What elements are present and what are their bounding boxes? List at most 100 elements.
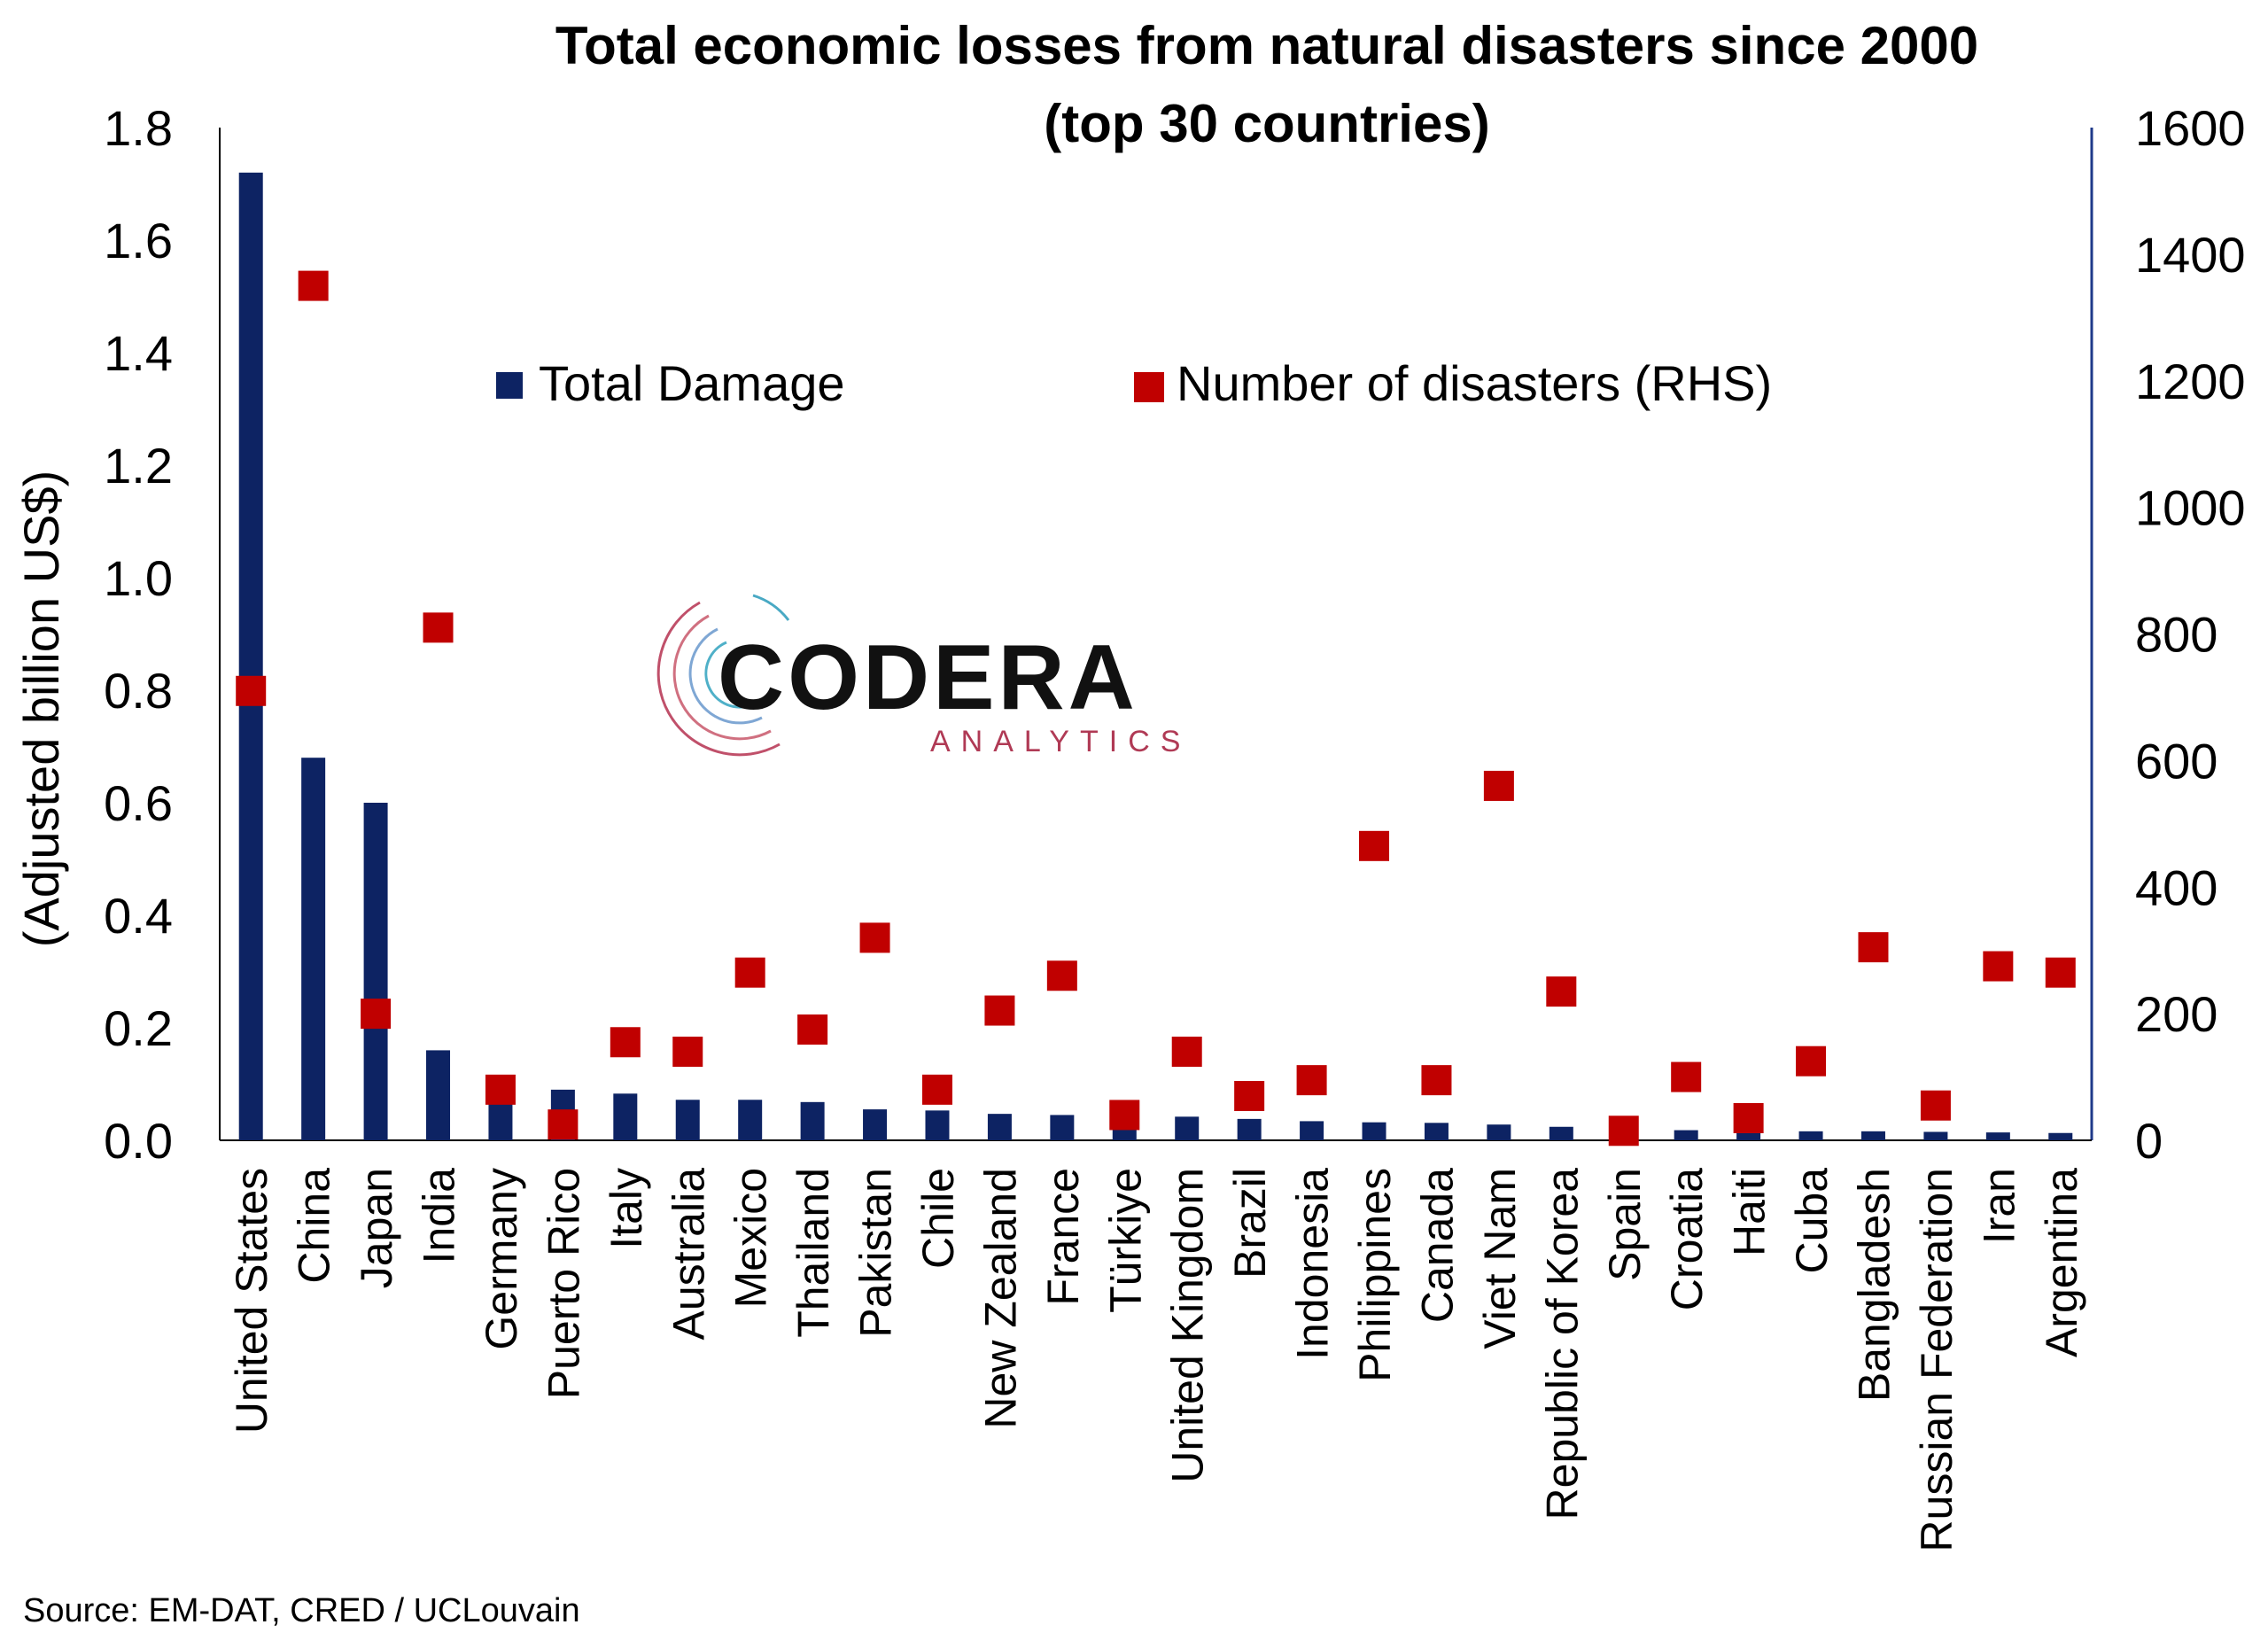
legend-label-total-damage: Total Damage (539, 355, 845, 411)
y-axis-right-ticks: 0 200 400 600 800 1000 1200 1400 1600 (2135, 100, 2246, 1169)
x-category-label: Pakistan (851, 1168, 901, 1338)
x-category-label: China (290, 1168, 339, 1284)
marker-number-of-disasters (1671, 1061, 1702, 1092)
x-category-label: Argentina (2037, 1168, 2086, 1357)
bar-total-damage (1175, 1116, 1200, 1140)
y-left-tick-label: 0.2 (104, 1000, 173, 1056)
bar-total-damage (1985, 1132, 2010, 1140)
bar-total-damage (363, 803, 388, 1140)
bar-total-damage (800, 1101, 825, 1140)
x-category-label: Italy (602, 1168, 651, 1249)
y-axis-left-ticks: 0.0 0.2 0.4 0.6 0.8 1.0 1.2 1.4 1.6 1.8 (104, 100, 173, 1169)
y-right-tick-label: 0 (2135, 1113, 2163, 1169)
codera-logo: CODERA ANALYTICS (656, 594, 1191, 758)
marker-number-of-disasters (1858, 932, 1889, 963)
marker-number-of-disasters (1359, 830, 1390, 861)
marker-number-of-disasters (1109, 1100, 1140, 1131)
x-category-label: Haiti (1725, 1168, 1775, 1256)
marker-number-of-disasters (610, 1027, 641, 1058)
y-left-tick-label: 0.8 (104, 663, 173, 719)
y-axis-label: (Adjusted billion US$) (13, 470, 69, 947)
logo-wordmark: CODERA (718, 626, 1138, 729)
chart-title-line1: Total economic losses from natural disas… (555, 16, 1978, 75)
x-axis-category-labels: United States China Japan India Germany Puert… (227, 1168, 2086, 1552)
x-category-label: Mexico (726, 1168, 776, 1308)
marker-number-of-disasters (734, 957, 765, 988)
x-category-label: Japan (352, 1168, 401, 1288)
x-category-label: Indonesia (1288, 1168, 1338, 1360)
y-right-tick-label: 1600 (2135, 100, 2246, 156)
bar-total-damage (488, 1098, 513, 1140)
marker-number-of-disasters (361, 999, 392, 1030)
y-right-tick-label: 800 (2135, 607, 2218, 663)
y-right-tick-label: 600 (2135, 733, 2218, 789)
x-category-label: Cuba (1787, 1168, 1837, 1274)
x-category-label: Thailand (788, 1168, 838, 1338)
marker-number-of-disasters (859, 922, 890, 953)
marker-number-of-disasters (1171, 1036, 1202, 1067)
marker-number-of-disasters (298, 270, 329, 301)
y-right-tick-label: 1000 (2135, 480, 2246, 536)
marker-number-of-disasters (423, 612, 454, 643)
marker-number-of-disasters (1796, 1046, 1827, 1077)
bar-total-damage (1549, 1126, 1573, 1140)
bar-total-damage (613, 1093, 638, 1140)
marker-number-of-disasters (921, 1074, 952, 1105)
y-right-tick-label: 1400 (2135, 227, 2246, 283)
source-note: Source: EM-DAT, CRED / UCLouvain (23, 1592, 580, 1629)
bar-total-damage (987, 1114, 1012, 1140)
bar-total-damage (1487, 1124, 1511, 1140)
x-category-label: United Kingdom (1163, 1168, 1213, 1483)
x-category-label: Iran (1974, 1168, 2023, 1244)
marker-number-of-disasters (236, 675, 267, 706)
y-left-tick-label: 1.8 (104, 100, 173, 156)
x-category-label: Bangladesh (1849, 1168, 1899, 1402)
y-right-tick-label: 400 (2135, 859, 2218, 915)
bar-total-damage (1923, 1131, 1948, 1140)
x-category-label: Croatia (1662, 1168, 1712, 1310)
bar-total-damage (426, 1050, 451, 1140)
marker-number-of-disasters (1296, 1065, 1327, 1096)
x-category-label: Chile (913, 1168, 963, 1269)
marker-number-of-disasters (797, 1014, 828, 1045)
legend-swatch-disasters (1134, 372, 1164, 402)
x-category-label: Canada (1412, 1168, 1462, 1323)
disaster-markers (236, 270, 2076, 1147)
x-category-label: Republic of Korea (1537, 1168, 1587, 1520)
logo-circle-icon (656, 594, 790, 757)
marker-number-of-disasters (2045, 957, 2076, 988)
bar-total-damage (1736, 1131, 1761, 1140)
bar-total-damage (1300, 1121, 1324, 1140)
marker-number-of-disasters (1920, 1090, 1951, 1121)
bar-total-damage (301, 758, 326, 1140)
marker-number-of-disasters (1234, 1080, 1265, 1111)
x-category-label: France (1038, 1168, 1088, 1306)
bar-total-damage (1424, 1123, 1449, 1140)
chart-title-line2: (top 30 countries) (1044, 94, 1489, 153)
marker-number-of-disasters (485, 1074, 516, 1105)
bar-total-damage (238, 172, 263, 1140)
x-category-label: Philippines (1350, 1168, 1400, 1382)
x-category-label: United States (227, 1168, 276, 1434)
bar-total-damage (1860, 1131, 1885, 1140)
bar-total-damage (1237, 1118, 1262, 1140)
marker-number-of-disasters (1421, 1065, 1452, 1096)
x-category-label: Australia (664, 1168, 713, 1341)
marker-number-of-disasters (548, 1109, 579, 1140)
marker-number-of-disasters (984, 995, 1015, 1026)
legend-swatch-total-damage (496, 372, 523, 399)
x-category-label: New Zealand (975, 1168, 1025, 1429)
y-left-tick-label: 0.0 (104, 1113, 173, 1169)
y-left-tick-label: 1.6 (104, 213, 173, 268)
y-right-tick-label: 1200 (2135, 354, 2246, 409)
legend: Total Damage Number of disasters (RHS) (496, 355, 1772, 411)
legend-label-disasters: Number of disasters (RHS) (1177, 355, 1772, 411)
x-category-label: Viet Nam (1475, 1168, 1525, 1349)
logo-subtitle: ANALYTICS (930, 725, 1191, 758)
x-category-label: Brazil (1225, 1168, 1275, 1279)
bar-total-damage (1674, 1130, 1698, 1140)
bar-total-damage (1050, 1115, 1075, 1140)
bar-total-damage (738, 1100, 763, 1140)
x-category-label: Spain (1600, 1168, 1650, 1281)
